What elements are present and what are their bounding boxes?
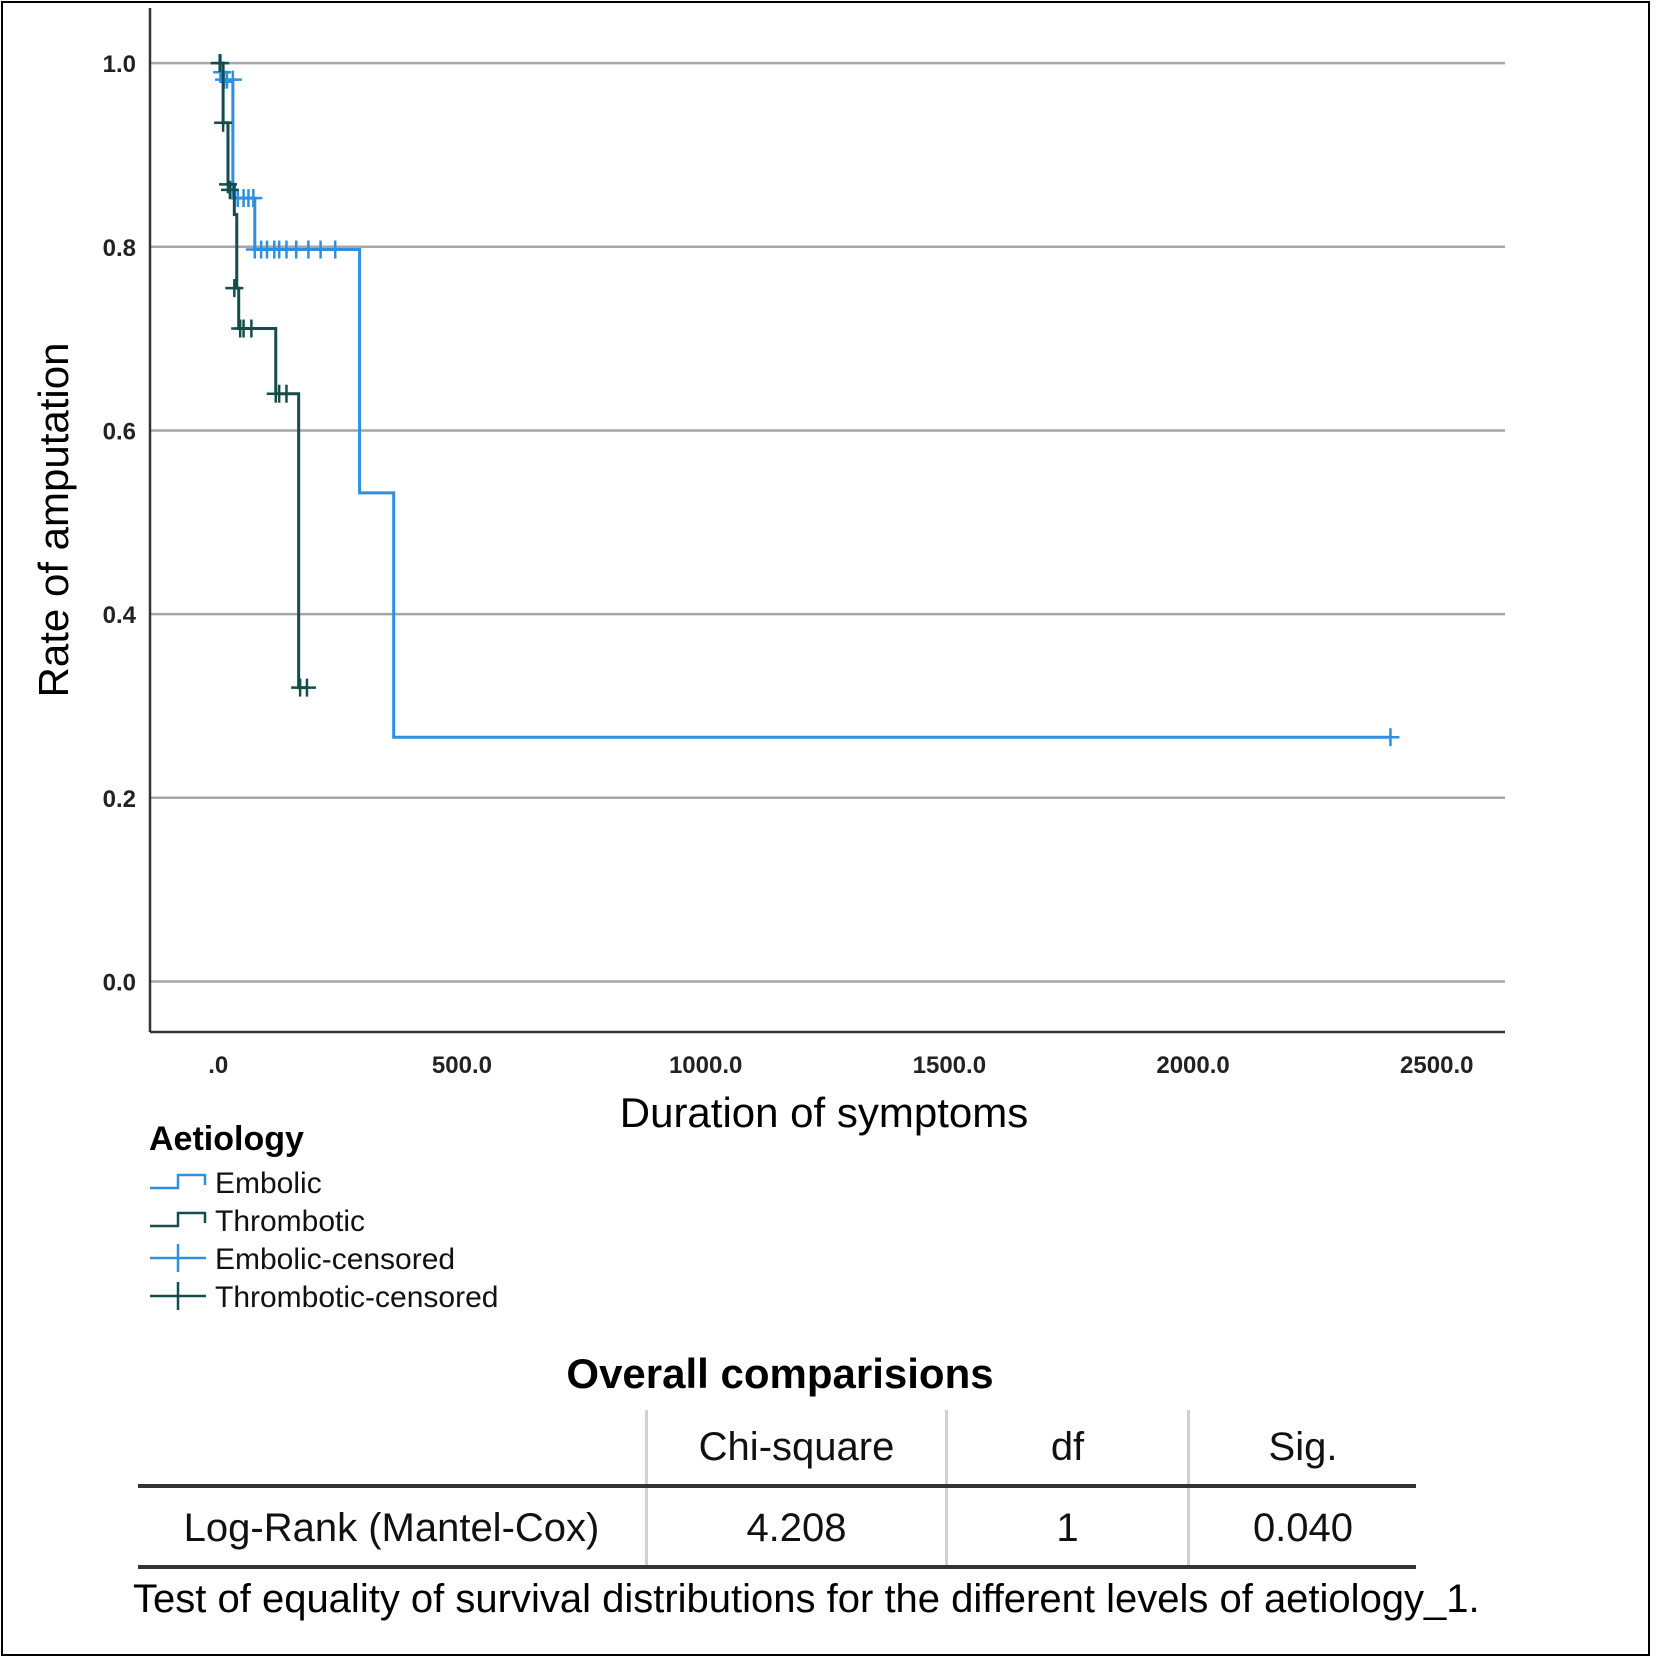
legend-label: Embolic (215, 1167, 322, 1200)
grid-lines (150, 61, 1505, 983)
legend-step-icon (150, 1211, 207, 1228)
x-tick-label: .0 (208, 1052, 228, 1079)
y-tick-label: 0.0 (103, 969, 136, 996)
x-tick-label: 1500.0 (913, 1052, 986, 1079)
cell-test: Log-Rank (Mantel-Cox) (138, 1486, 647, 1569)
censor-mark-thrombotic (210, 54, 229, 73)
stats-table: Chi-square df Sig. Log-Rank (Mantel-Cox)… (138, 1410, 1416, 1569)
plot-series (210, 54, 1400, 747)
censor-mark-thrombotic (277, 384, 296, 403)
header-df: df (945, 1410, 1189, 1488)
stats-caption: Test of equality of survival distributio… (133, 1577, 1480, 1621)
header-test (138, 1410, 647, 1488)
legend-label: Thrombotic (215, 1205, 365, 1238)
y-axis-title: Rate of amputation (30, 343, 77, 698)
censor-mark-thrombotic (225, 279, 244, 298)
legend-item: Thrombotic-censored (150, 1281, 498, 1314)
cell-chi-square: 4.208 (645, 1486, 947, 1569)
y-tick-label: 0.2 (103, 786, 136, 813)
legend-label: Embolic-censored (215, 1243, 455, 1276)
x-tick-label: 1000.0 (669, 1052, 742, 1079)
table-row: Log-Rank (Mantel-Cox) 4.208 1 0.040 (138, 1486, 1416, 1569)
censor-mark-embolic (244, 189, 263, 208)
legend-item: Embolic (150, 1167, 322, 1200)
legend-item: Embolic-censored (150, 1243, 455, 1276)
x-tick-label: 2500.0 (1400, 1052, 1473, 1079)
table-header-row: Chi-square df Sig. (138, 1410, 1416, 1488)
censor-mark-embolic (326, 240, 345, 259)
legend: Aetiology Embolic Thrombotic Embolic-censor… (149, 1120, 498, 1314)
legend-step-icon (150, 1173, 207, 1190)
stats-title: Overall comparisions (566, 1350, 994, 1397)
y-tick-label: 0.4 (103, 602, 137, 629)
legend-item: Thrombotic (150, 1205, 365, 1238)
header-chi-square: Chi-square (645, 1410, 947, 1488)
y-tick-label: 0.8 (103, 235, 136, 262)
censor-mark-thrombotic (214, 113, 233, 132)
header-sig: Sig. (1187, 1410, 1416, 1488)
survival-chart: 0.0 0.2 0.4 0.6 0.8 1.0 .0 500.0 1000.0 1500.0 200… (30, 8, 1505, 1314)
cell-sig: 0.040 (1187, 1486, 1416, 1569)
y-tick-label: 0.6 (103, 418, 136, 445)
y-tick-label: 1.0 (103, 51, 136, 78)
censor-mark-thrombotic (220, 180, 239, 199)
legend-title: Aetiology (149, 1120, 304, 1158)
x-tick-label: 2000.0 (1156, 1052, 1229, 1079)
censor-mark-thrombotic (297, 678, 316, 697)
axes: 0.0 0.2 0.4 0.6 0.8 1.0 .0 500.0 1000.0 1500.0 200… (30, 8, 1505, 1136)
series-line-embolic (218, 61, 1391, 739)
x-tick-label: 500.0 (432, 1052, 492, 1079)
legend-label: Thrombotic-censored (215, 1281, 498, 1314)
censor-mark-embolic (1381, 728, 1400, 747)
censor-mark-embolic (223, 70, 242, 89)
cell-df: 1 (945, 1486, 1189, 1569)
censor-mark-thrombotic (242, 319, 261, 338)
x-axis-title: Duration of symptoms (620, 1089, 1028, 1136)
